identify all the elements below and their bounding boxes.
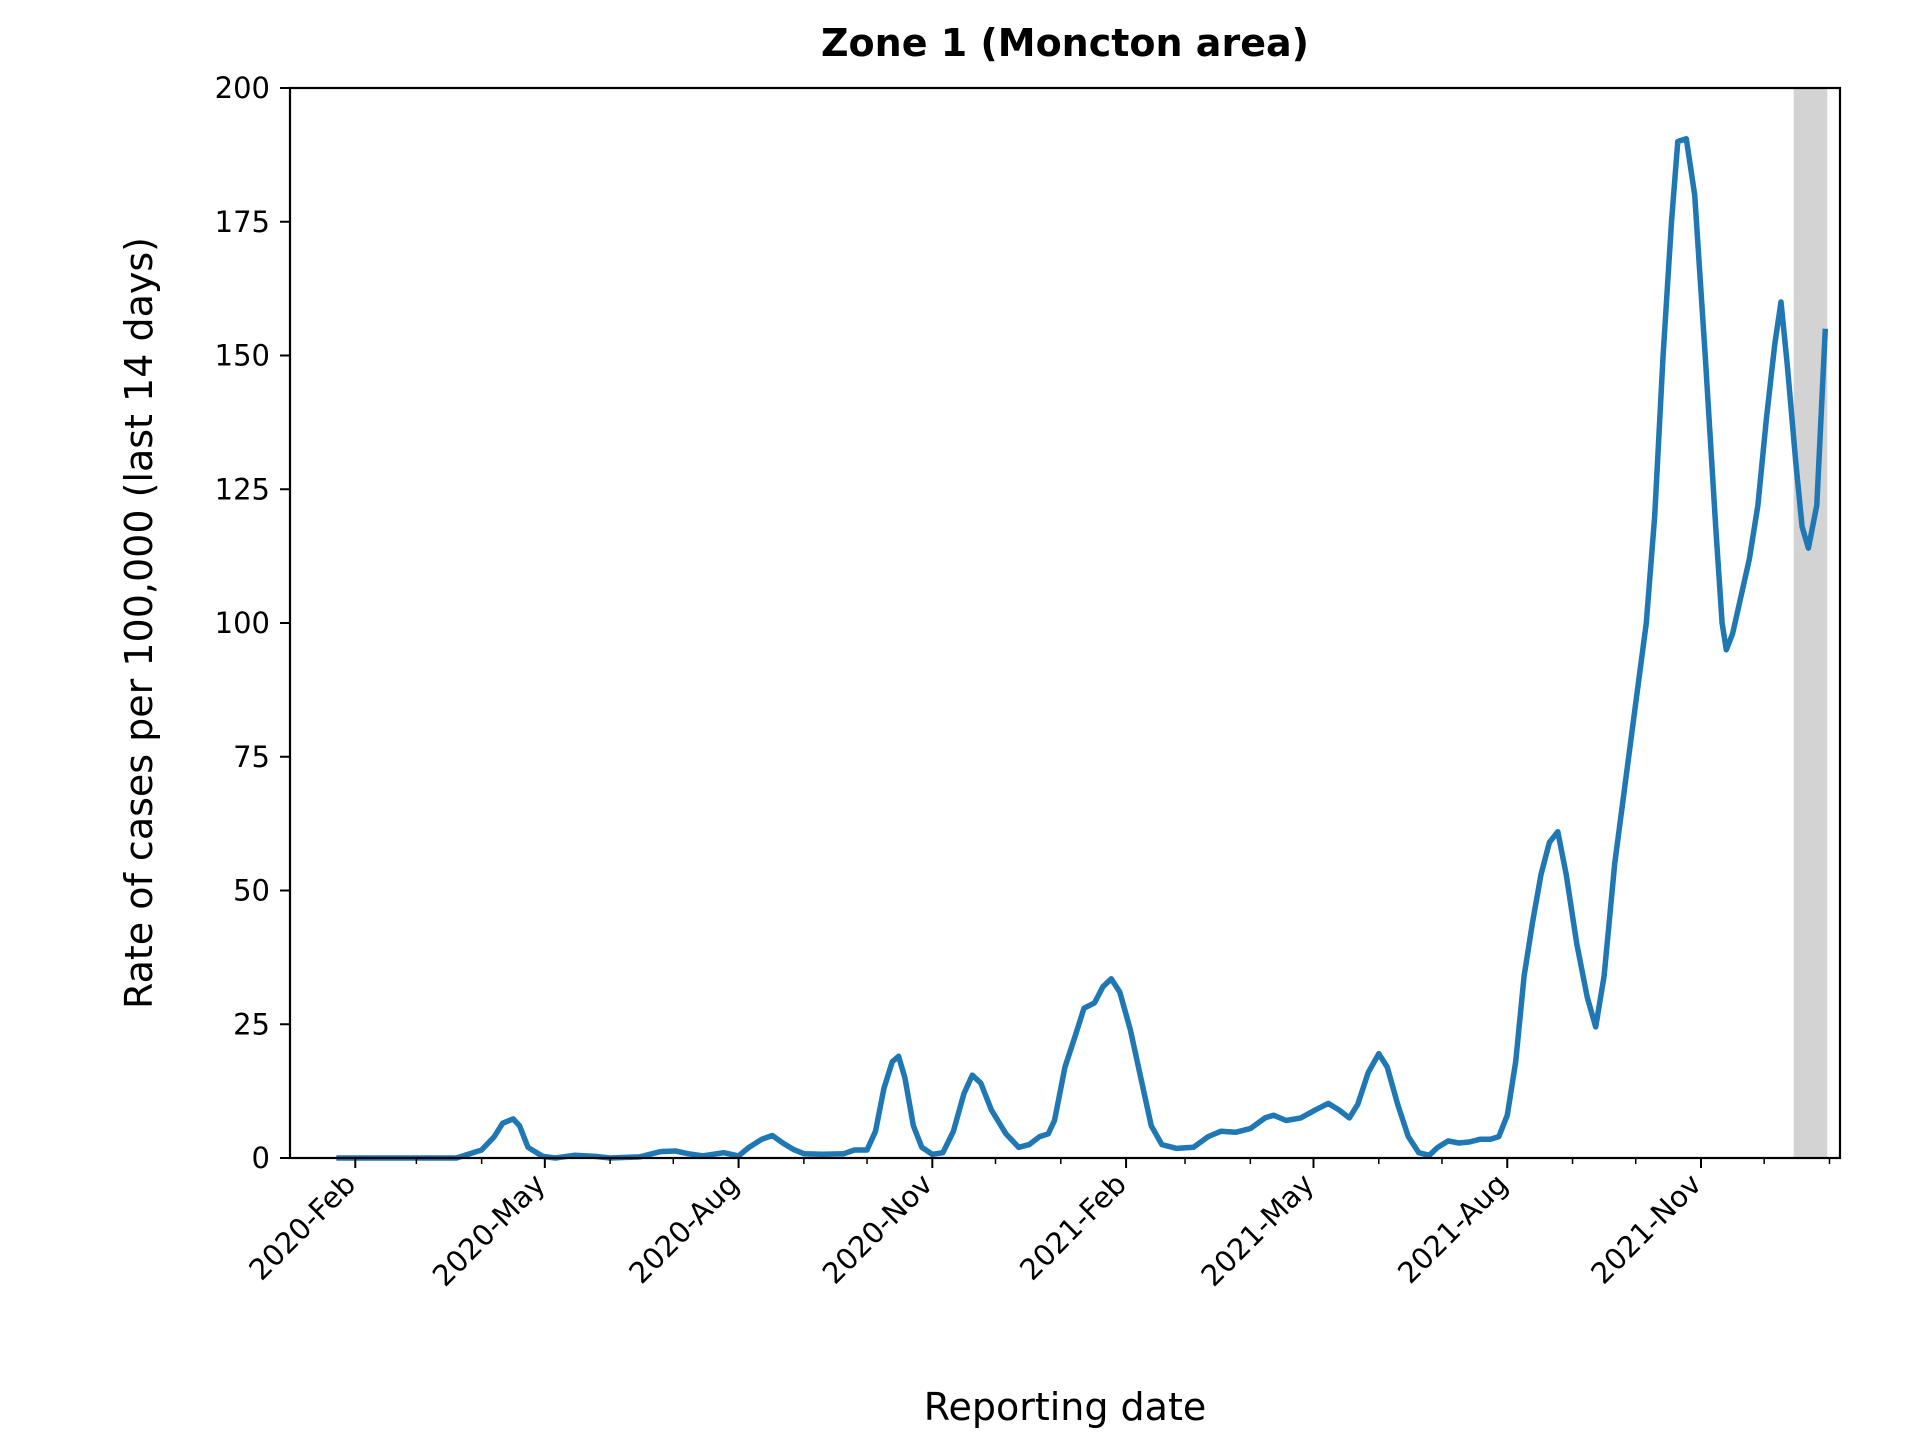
x-axis-label: Reporting date [924, 1385, 1207, 1429]
y-tick-label: 100 [215, 606, 270, 640]
y-tick-label: 50 [233, 874, 270, 908]
series-layer [336, 136, 1829, 1161]
y-axis: 0 25 50 75 100 125 150 175 200 [215, 71, 290, 1175]
shade-layer [1793, 88, 1828, 1158]
y-tick-label: 125 [215, 472, 270, 506]
y-axis-label: Rate of cases per 100,000 (last 14 days) [117, 237, 161, 1009]
series-line-0 [336, 136, 1829, 1161]
chart-title: Zone 1 (Moncton area) [821, 21, 1309, 65]
shaded-span [1793, 88, 1828, 1158]
y-tick-label: 0 [252, 1141, 270, 1175]
y-tick-label: 25 [233, 1007, 270, 1041]
y-tick-label: 75 [233, 740, 270, 774]
y-tick-label: 175 [215, 205, 270, 239]
y-tick-label: 150 [215, 339, 270, 373]
y-tick-label: 200 [215, 71, 270, 105]
